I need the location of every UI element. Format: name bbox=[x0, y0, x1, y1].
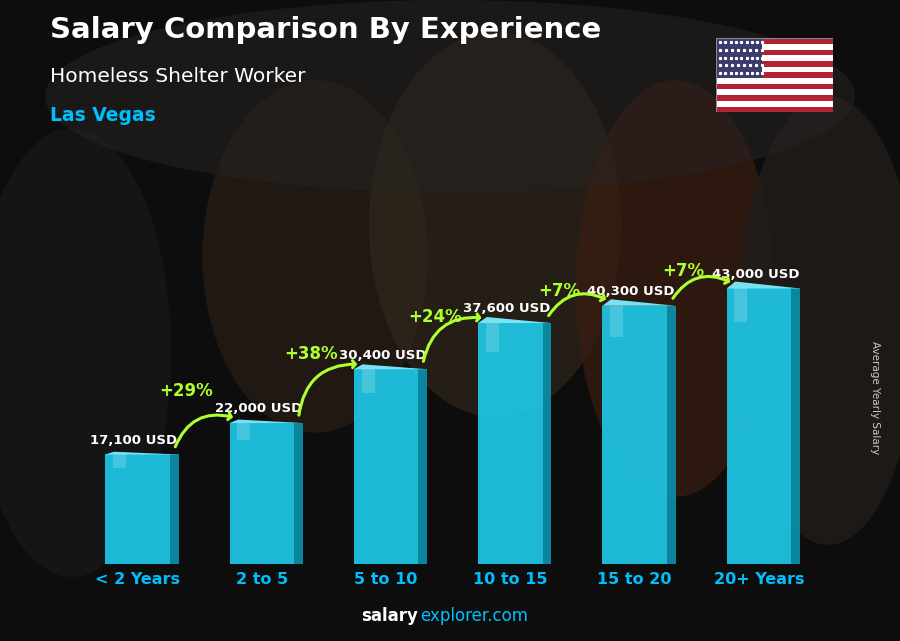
Polygon shape bbox=[170, 454, 178, 564]
Bar bbox=[478, 323, 543, 564]
Ellipse shape bbox=[576, 80, 774, 497]
Polygon shape bbox=[667, 306, 676, 564]
Bar bbox=[726, 288, 791, 564]
Text: +7%: +7% bbox=[662, 262, 705, 279]
Ellipse shape bbox=[45, 0, 855, 192]
Polygon shape bbox=[294, 423, 303, 564]
Text: 30,400 USD: 30,400 USD bbox=[339, 349, 427, 362]
Text: 40,300 USD: 40,300 USD bbox=[588, 285, 675, 298]
Text: +24%: +24% bbox=[408, 308, 462, 326]
Bar bbox=[610, 306, 623, 337]
Ellipse shape bbox=[369, 32, 621, 417]
Bar bbox=[716, 50, 832, 56]
Bar bbox=[716, 101, 832, 106]
Polygon shape bbox=[726, 281, 800, 288]
Text: explorer.com: explorer.com bbox=[420, 607, 528, 625]
Text: 22,000 USD: 22,000 USD bbox=[214, 403, 302, 415]
Bar bbox=[734, 288, 747, 322]
Text: 43,000 USD: 43,000 USD bbox=[712, 268, 799, 281]
Text: Las Vegas: Las Vegas bbox=[50, 106, 155, 125]
Text: +29%: +29% bbox=[159, 382, 213, 400]
Text: 37,600 USD: 37,600 USD bbox=[464, 303, 551, 315]
Polygon shape bbox=[418, 369, 427, 564]
Bar bbox=[716, 38, 832, 44]
Ellipse shape bbox=[0, 128, 171, 577]
Polygon shape bbox=[478, 317, 552, 323]
Bar bbox=[354, 369, 418, 564]
Text: salary: salary bbox=[362, 607, 418, 625]
Text: Homeless Shelter Worker: Homeless Shelter Worker bbox=[50, 67, 305, 87]
Polygon shape bbox=[105, 452, 178, 454]
Bar bbox=[716, 90, 832, 95]
Bar bbox=[716, 38, 762, 78]
Bar bbox=[716, 56, 832, 61]
Bar bbox=[716, 44, 832, 50]
Bar bbox=[113, 454, 126, 468]
Polygon shape bbox=[354, 364, 427, 369]
Bar bbox=[362, 369, 374, 392]
Text: 17,100 USD: 17,100 USD bbox=[90, 434, 177, 447]
Polygon shape bbox=[230, 419, 303, 423]
Bar bbox=[716, 67, 832, 72]
Text: +7%: +7% bbox=[538, 282, 580, 300]
Ellipse shape bbox=[202, 80, 428, 433]
Bar bbox=[716, 84, 832, 90]
Bar bbox=[716, 95, 832, 101]
Bar bbox=[230, 423, 294, 564]
Text: Average Yearly Salary: Average Yearly Salary bbox=[869, 341, 880, 454]
Text: +38%: +38% bbox=[284, 345, 338, 363]
Bar bbox=[716, 106, 832, 112]
Bar bbox=[716, 78, 832, 84]
Polygon shape bbox=[791, 288, 800, 564]
Bar bbox=[602, 306, 667, 564]
Bar bbox=[238, 423, 250, 440]
Bar bbox=[716, 61, 832, 67]
Bar bbox=[105, 454, 170, 564]
Bar bbox=[486, 323, 499, 352]
Bar bbox=[716, 72, 832, 78]
Polygon shape bbox=[602, 299, 676, 306]
Ellipse shape bbox=[738, 96, 900, 545]
Polygon shape bbox=[543, 323, 552, 564]
Text: Salary Comparison By Experience: Salary Comparison By Experience bbox=[50, 16, 601, 44]
